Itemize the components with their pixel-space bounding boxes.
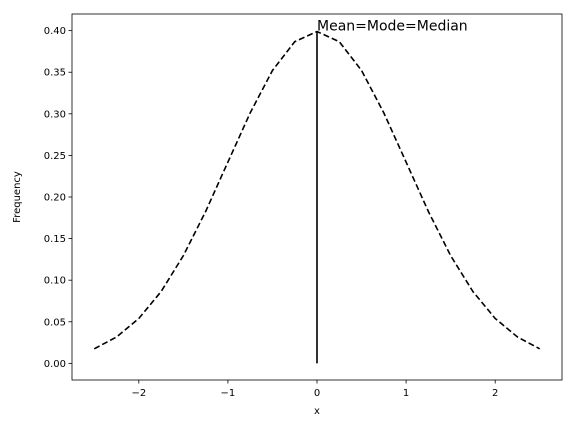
y-axis-label: Frequency (12, 171, 23, 223)
y-tick-label: 0.15 (44, 234, 66, 245)
x-tick-label: 0 (314, 388, 320, 399)
x-tick-label: −1 (221, 388, 236, 399)
y-tick-label: 0.00 (44, 359, 66, 370)
x-tick-label: −2 (131, 388, 146, 399)
x-axis-label: x (314, 406, 320, 417)
y-tick-label: 0.40 (44, 26, 66, 37)
plot-area: Mean=Mode=Median (93, 19, 541, 364)
series-line-0 (93, 30, 541, 350)
y-tick-label: 0.30 (44, 109, 66, 120)
y-tick-label: 0.25 (44, 151, 66, 162)
y-tick-label: 0.20 (44, 193, 66, 204)
x-tick-label: 2 (492, 388, 498, 399)
y-tick-label: 0.35 (44, 68, 66, 79)
annotation-0: Mean=Mode=Median (317, 19, 468, 35)
ticks: −2 −1 0 1 2 0.00 0.05 0.10 0.15 0.20 0.25 0.30 0.35 0… (44, 26, 499, 399)
y-tick-label: 0.10 (44, 276, 66, 287)
y-tick-label: 0.05 (44, 317, 66, 328)
x-tick-label: 1 (403, 388, 409, 399)
